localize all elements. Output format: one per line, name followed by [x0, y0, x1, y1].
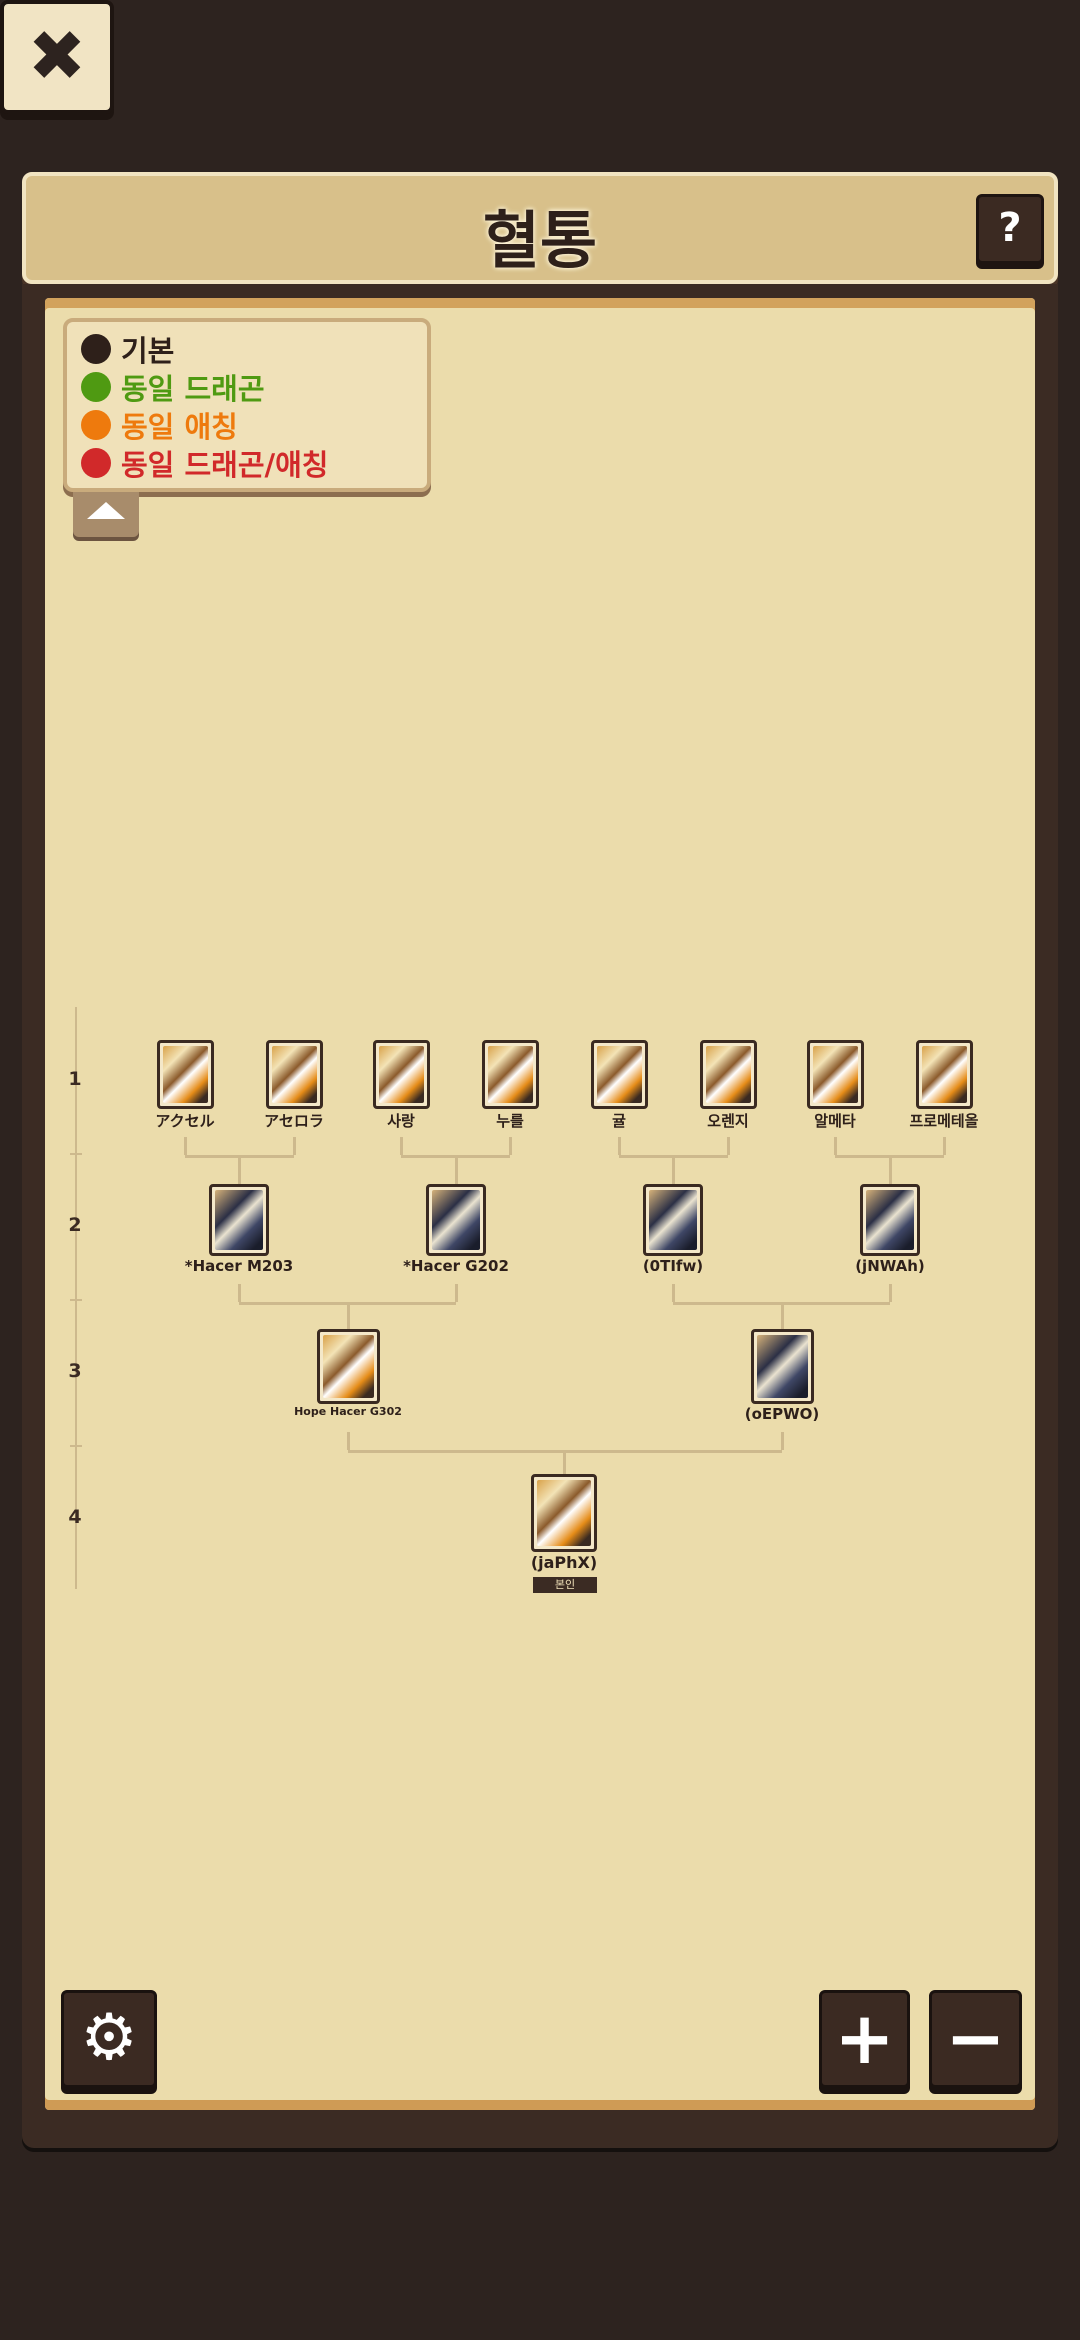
dragon-card[interactable]: [265, 1040, 323, 1109]
connector-line: [455, 1284, 458, 1302]
dragon-portrait: [537, 1480, 591, 1546]
connector-line: [238, 1284, 241, 1302]
dragon-portrait: [162, 1046, 208, 1103]
self-badge: 본인: [533, 1577, 597, 1593]
dragon-portrait: [756, 1335, 808, 1398]
page-title: 혈통: [482, 204, 598, 277]
generation-ruler: [75, 1007, 77, 1589]
connector-line: [184, 1137, 187, 1155]
legend-toggle-button[interactable]: [73, 492, 139, 537]
zoom-in-button[interactable]: +: [819, 1990, 910, 2088]
legend-item-basic: 기본: [81, 330, 174, 368]
dragon-card[interactable]: [531, 1474, 597, 1552]
dragon-card[interactable]: [699, 1040, 757, 1109]
connector-line: [347, 1302, 350, 1329]
close-button[interactable]: ✖: [0, 0, 114, 114]
connector-line: [509, 1137, 512, 1155]
dot-icon: [81, 448, 111, 478]
generation-label: 2: [68, 1214, 82, 1236]
dragon-card[interactable]: [316, 1329, 380, 1404]
dragon-card[interactable]: [860, 1184, 920, 1256]
ruler-tick: [70, 1153, 82, 1155]
connector-line: [293, 1137, 296, 1155]
dragon-card[interactable]: [750, 1329, 814, 1404]
dragon-card[interactable]: [209, 1184, 269, 1256]
dragon-portrait: [487, 1046, 533, 1103]
dragon-portrait: [649, 1190, 697, 1250]
legend-label: 동일 드래곤/애칭: [121, 448, 329, 482]
dragon-portrait: [921, 1046, 967, 1103]
dragon-card[interactable]: [643, 1184, 703, 1256]
chevron-up-icon: [87, 502, 125, 519]
dragon-portrait: [812, 1046, 858, 1103]
dragon-card[interactable]: [806, 1040, 864, 1109]
dragon-card[interactable]: [481, 1040, 539, 1109]
dragon-name: 알메타: [814, 1112, 856, 1130]
dot-icon: [81, 410, 111, 440]
dragon-name: (jNWAh): [855, 1257, 925, 1275]
connector-line: [781, 1432, 784, 1450]
dragon-portrait: [378, 1046, 424, 1103]
dot-icon: [81, 334, 111, 364]
dragon-card[interactable]: [426, 1184, 486, 1256]
connector-line: [347, 1432, 350, 1450]
dragon-card[interactable]: [156, 1040, 214, 1109]
connector-line: [563, 1450, 566, 1474]
dragon-card[interactable]: [915, 1040, 973, 1109]
legend-label: 동일 애칭: [121, 410, 238, 444]
zoom-out-button[interactable]: −: [929, 1990, 1022, 2088]
dragon-name: 누를: [496, 1112, 524, 1130]
gear-icon: ⚙: [80, 2001, 138, 2075]
legend: 기본 동일 드래곤 동일 애칭 동일 드래곤/애칭: [63, 318, 431, 492]
dragon-name: 사랑: [387, 1112, 415, 1130]
connector-line: [889, 1284, 892, 1302]
dragon-portrait: [271, 1046, 317, 1103]
dragon-name: 오렌지: [707, 1112, 749, 1130]
ruler-tick: [70, 1299, 82, 1301]
connector-line: [889, 1155, 892, 1184]
generation-label: 4: [68, 1506, 82, 1528]
dragon-name: 프로메테올: [909, 1112, 979, 1130]
dragon-portrait: [322, 1335, 374, 1398]
dragon-portrait: [432, 1190, 480, 1250]
legend-item-same-both: 동일 드래곤/애칭: [81, 444, 328, 482]
dragon-name: アセロラ: [264, 1112, 324, 1130]
connector-line: [781, 1302, 784, 1329]
dragon-name: (jaPhX): [530, 1553, 598, 1572]
help-button[interactable]: ?: [976, 194, 1044, 264]
dragon-portrait: [866, 1190, 914, 1250]
connector-line: [672, 1155, 675, 1184]
dragon-name: Hope Hacer G302: [294, 1405, 402, 1418]
generation-label: 1: [68, 1068, 82, 1090]
dot-icon: [81, 372, 111, 402]
connector-line: [238, 1155, 241, 1184]
ruler-tick: [70, 1445, 82, 1447]
dragon-card[interactable]: [590, 1040, 648, 1109]
header-bar: 혈통 ?: [22, 172, 1058, 284]
connector-line: [672, 1284, 675, 1302]
dragon-name: アクセル: [155, 1112, 215, 1130]
connector-line: [834, 1137, 837, 1155]
legend-label: 동일 드래곤: [121, 372, 265, 406]
generation-label: 3: [68, 1360, 82, 1382]
legend-item-same-nickname: 동일 애칭: [81, 406, 238, 444]
dragon-portrait: [596, 1046, 642, 1103]
connector-line: [618, 1137, 621, 1155]
legend-item-same-dragon: 동일 드래곤: [81, 368, 265, 406]
dragon-name: *Hacer G202: [403, 1257, 509, 1275]
settings-button[interactable]: ⚙: [61, 1990, 157, 2088]
legend-label: 기본: [121, 334, 175, 368]
dragon-portrait: [215, 1190, 263, 1250]
dragon-portrait: [705, 1046, 751, 1103]
dragon-card[interactable]: [372, 1040, 430, 1109]
dragon-name: 귤: [612, 1112, 626, 1130]
dragon-name: *Hacer M203: [184, 1257, 294, 1275]
dragon-name: (oEPWO): [744, 1405, 820, 1423]
connector-line: [943, 1137, 946, 1155]
dragon-name: (0TIfw): [642, 1257, 704, 1275]
connector-line: [400, 1137, 403, 1155]
connector-line: [727, 1137, 730, 1155]
connector-line: [455, 1155, 458, 1184]
